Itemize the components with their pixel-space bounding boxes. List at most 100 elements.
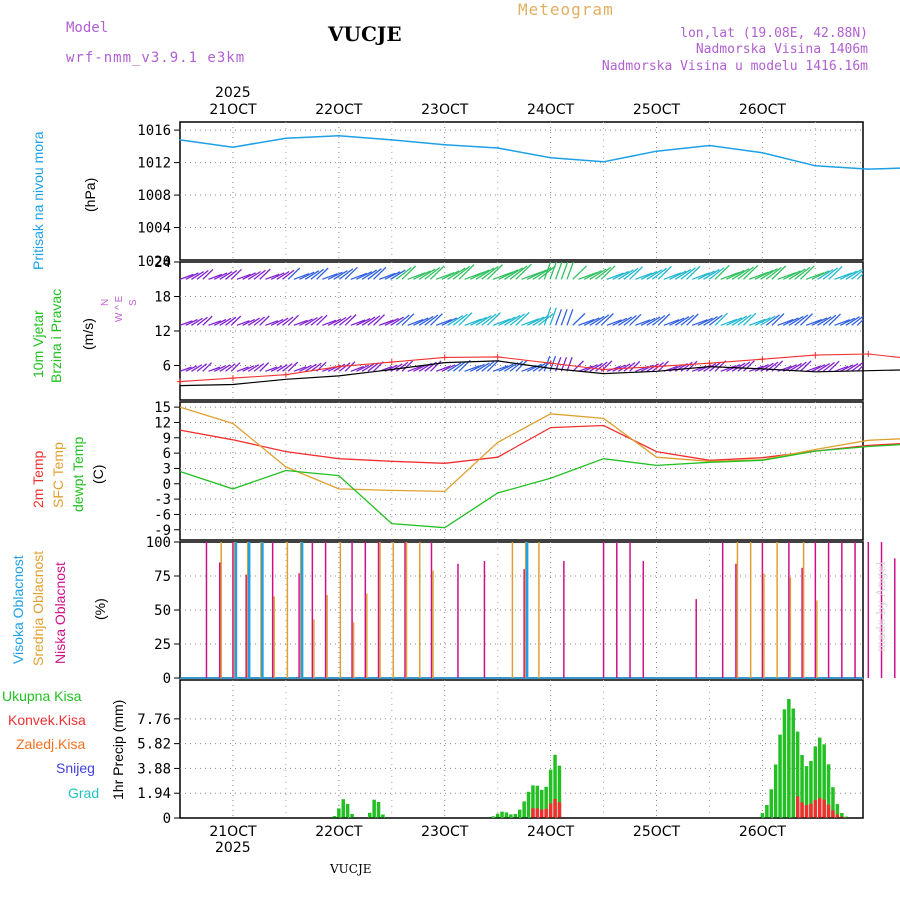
cloud-title-high: Visoka Oblacnost xyxy=(10,555,26,664)
wind-arrow xyxy=(726,317,743,326)
wind-arrow xyxy=(361,269,378,280)
precip-total-bar xyxy=(782,709,787,818)
precip-convective-bar xyxy=(548,803,553,818)
precip-total-bar xyxy=(337,808,341,818)
wind-arrow xyxy=(247,317,261,326)
wind-arrow xyxy=(566,356,573,372)
wind-arrow xyxy=(475,315,492,326)
wind-arrow xyxy=(851,361,863,372)
wind-arrow xyxy=(822,267,839,280)
precip-total-bar xyxy=(844,816,848,818)
pressure-point xyxy=(232,146,234,148)
wind-arrow xyxy=(595,361,608,372)
wind-arrow xyxy=(418,268,436,280)
wind-arrow xyxy=(754,317,771,326)
wind-arrow xyxy=(191,317,203,326)
wind-arrow xyxy=(322,273,338,280)
temp-line-2m-temp xyxy=(179,424,900,464)
wind-arrow xyxy=(429,265,445,280)
wind-arrow xyxy=(310,315,323,326)
wind-arrow xyxy=(760,315,776,326)
wind-arrow xyxy=(498,269,519,280)
precip-total-bar xyxy=(491,816,495,818)
cloud-title-low: Niska Oblacnost xyxy=(52,562,68,664)
wind-arrow xyxy=(253,269,266,280)
legend-snow: Snijeg xyxy=(56,760,95,776)
wind-arrow xyxy=(783,270,801,280)
pressure-point xyxy=(602,160,605,163)
wind-arrow xyxy=(595,266,612,280)
precip-total-bar xyxy=(368,812,372,818)
wind-y-tick-label: 6 xyxy=(163,359,171,375)
bottom-day-label: 26OCT xyxy=(739,824,787,840)
wind-arrow xyxy=(327,271,343,280)
wind-arrow xyxy=(703,268,720,280)
precip-total-bar xyxy=(787,699,791,818)
precip-total-bar xyxy=(813,746,818,818)
bottom-day-label: 22OCT xyxy=(315,824,363,840)
precip-total-bar xyxy=(773,764,778,818)
wind-arrow xyxy=(276,317,289,326)
wind-arrow xyxy=(492,365,509,372)
wind-arrow xyxy=(338,362,351,372)
precip-convective-bar xyxy=(557,802,562,818)
wind-arrow xyxy=(589,268,607,280)
clouds-panel-frame xyxy=(179,541,864,679)
pressure-point xyxy=(814,165,817,167)
wind-arrow xyxy=(447,315,464,326)
wind-arrow xyxy=(760,362,774,372)
wind-arrow xyxy=(395,314,410,326)
wind-arrow xyxy=(470,316,487,326)
wind-arrow xyxy=(805,365,821,372)
wind-arrow xyxy=(373,314,385,326)
wind-arrow xyxy=(395,361,409,372)
wind-arrow xyxy=(401,265,417,280)
wind-arrow xyxy=(652,267,667,280)
wind-y-tick-label: 24 xyxy=(154,255,171,271)
wind-arrow xyxy=(418,315,434,326)
precip-convective-bar xyxy=(813,800,818,818)
pressure-point xyxy=(443,143,446,146)
wind-arrow xyxy=(452,313,468,326)
wind-arrow xyxy=(640,317,656,326)
top-day-label: 26OCT xyxy=(739,102,787,118)
footer-station: VUCJE xyxy=(330,862,372,876)
wind-arrow xyxy=(395,266,412,280)
wind-arrow xyxy=(839,317,856,326)
temp-line-dewpt-temp xyxy=(179,443,900,529)
wind-arrow xyxy=(646,269,663,280)
wind-arrow xyxy=(316,314,328,326)
wind-arrow xyxy=(282,363,293,372)
precip-total-bar xyxy=(557,765,562,818)
precip-total-bar xyxy=(518,809,522,818)
wind-arrow xyxy=(811,364,826,372)
wind-arrow xyxy=(663,319,680,326)
wind-arrow xyxy=(219,317,232,326)
wind-arrow xyxy=(669,270,687,280)
wind-arrow xyxy=(509,360,524,372)
wind-arrow xyxy=(708,314,723,326)
wind-arrow xyxy=(845,316,860,326)
top-day-label: 21OCT xyxy=(209,102,257,118)
wind-rose-n: N xyxy=(100,298,111,306)
wind-arrow xyxy=(413,317,429,326)
wind-arrow xyxy=(287,361,299,372)
wind-arrow xyxy=(344,361,356,372)
precip-total-bar xyxy=(826,764,831,818)
wind-arrow xyxy=(811,270,830,280)
wind-arrow xyxy=(475,362,490,372)
wind-arrow xyxy=(191,364,203,372)
wind-arrow xyxy=(247,364,260,372)
wind-rose-we: W ^ E xyxy=(114,295,125,322)
wind-arrow xyxy=(361,363,375,372)
wind-arrow xyxy=(242,318,255,326)
wind-arrow xyxy=(845,268,862,280)
wind-arrow xyxy=(185,272,199,280)
temperature-y-tick-label: -6 xyxy=(154,507,171,523)
wind-arrow xyxy=(566,309,574,326)
wind-arrow xyxy=(834,365,849,372)
wind-rose-s: S xyxy=(128,299,139,306)
precip-total-bar xyxy=(513,814,518,818)
wind-arrow xyxy=(703,316,718,326)
precip-total-bar xyxy=(795,731,800,818)
